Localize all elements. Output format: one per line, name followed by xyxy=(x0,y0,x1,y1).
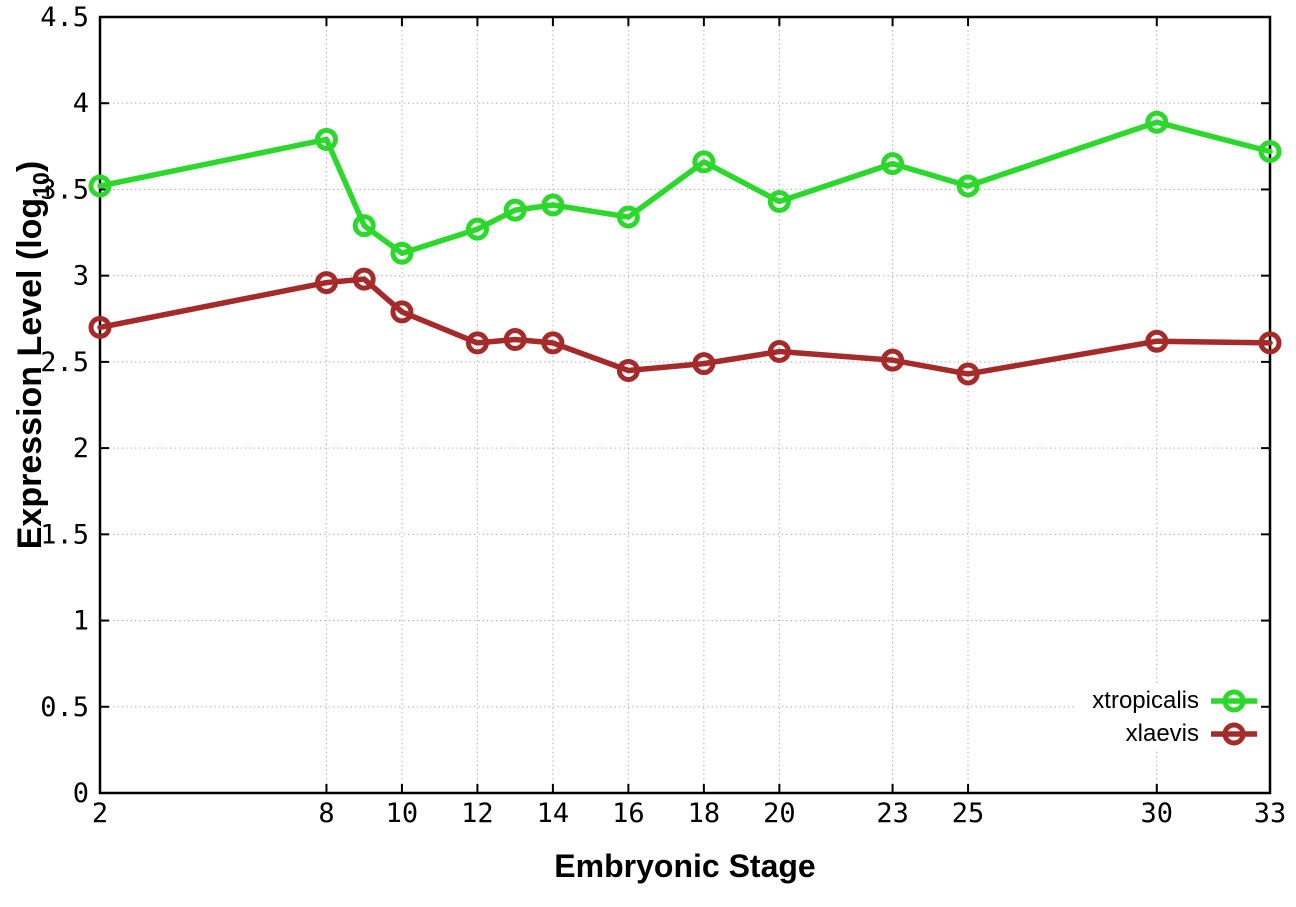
data-point-marker-xtropicalis xyxy=(88,174,112,198)
data-point-marker-xlaevis xyxy=(692,352,716,376)
y-tick-label: 4 xyxy=(73,88,89,119)
data-point-marker-xlaevis xyxy=(465,331,489,355)
legend-label-xlaevis: xlaevis xyxy=(1125,719,1199,747)
data-point-marker-xtropicalis xyxy=(541,193,565,217)
x-tick-label: 8 xyxy=(318,798,334,829)
legend-item-xtropicalis: xtropicalis xyxy=(1092,684,1258,717)
legend-label-xtropicalis: xtropicalis xyxy=(1092,686,1199,714)
x-tick-label: 25 xyxy=(952,798,985,829)
x-tick-label: 2 xyxy=(92,798,108,829)
x-tick-label: 23 xyxy=(876,798,909,829)
data-point-marker-xtropicalis xyxy=(1258,140,1282,164)
x-tick-label: 14 xyxy=(537,798,570,829)
x-tick-label: 18 xyxy=(688,798,721,829)
data-point-marker-xlaevis xyxy=(1145,329,1169,353)
data-point-marker-xtropicalis xyxy=(352,214,376,238)
y-axis-title-text: Expression Level (log xyxy=(11,197,50,550)
plot-border xyxy=(98,15,1272,795)
y-tick-label: 3.5 xyxy=(40,174,89,205)
legend-marker-icon xyxy=(1222,722,1246,745)
data-point-marker-xlaevis xyxy=(88,315,112,339)
series-line-xlaevis xyxy=(97,276,1273,377)
data-point-marker-xtropicalis xyxy=(616,205,640,229)
data-point-marker-xlaevis xyxy=(881,348,905,372)
data-point-marker-xlaevis xyxy=(352,267,376,291)
y-tick-label: 2 xyxy=(73,433,89,464)
data-point-marker-xlaevis xyxy=(503,327,527,351)
x-tick-label: 33 xyxy=(1254,798,1287,829)
x-tick-label: 12 xyxy=(461,798,494,829)
x-axis-title: Embryonic Stage xyxy=(554,848,816,884)
y-tick-label: 0.5 xyxy=(40,692,89,723)
series-line-xtropicalis xyxy=(97,119,1273,256)
data-point-marker-xlaevis xyxy=(1258,331,1282,355)
data-point-marker-xlaevis xyxy=(390,300,414,324)
y-tick-label: 2.5 xyxy=(40,347,89,378)
data-point-marker-xtropicalis xyxy=(465,217,489,241)
data-point-marker-xlaevis xyxy=(767,340,791,364)
x-tick-label: 20 xyxy=(763,798,796,829)
data-point-marker-xlaevis xyxy=(541,331,565,355)
y-axis-title-suffix: ) xyxy=(11,160,50,173)
x-tick-label: 10 xyxy=(386,798,419,829)
data-point-marker-xlaevis xyxy=(314,271,338,295)
data-point-marker-xtropicalis xyxy=(1145,110,1169,134)
legend: xtropicalis xlaevis xyxy=(1076,683,1260,751)
legend-marker-icon xyxy=(1222,689,1246,712)
data-point-marker-xtropicalis xyxy=(692,150,716,174)
x-tick-label: 16 xyxy=(612,798,645,829)
data-point-marker-xtropicalis xyxy=(503,198,527,222)
data-point-marker-xlaevis xyxy=(956,362,980,386)
data-point-marker-xtropicalis xyxy=(881,152,905,176)
legend-sample-xtropicalis xyxy=(1211,689,1257,712)
legend-sample-xlaevis xyxy=(1211,722,1257,745)
data-point-marker-xlaevis xyxy=(616,359,640,383)
data-point-marker-xtropicalis xyxy=(390,241,414,265)
y-tick-label: 1 xyxy=(73,606,89,637)
data-point-marker-xtropicalis xyxy=(314,127,338,151)
x-tick-label: 30 xyxy=(1141,798,1174,829)
y-tick-label: 3 xyxy=(73,261,89,292)
legend-item-xlaevis: xlaevis xyxy=(1092,717,1258,750)
y-tick-label: 0 xyxy=(73,778,89,809)
y-axis-title-subscript: 10 xyxy=(27,172,54,198)
data-point-marker-xtropicalis xyxy=(767,190,791,214)
y-tick-label: 1.5 xyxy=(40,519,89,550)
y-axis-title: Expression Level (log10) xyxy=(11,161,55,550)
data-point-marker-xtropicalis xyxy=(956,174,980,198)
y-tick-label: 4.5 xyxy=(40,2,89,33)
